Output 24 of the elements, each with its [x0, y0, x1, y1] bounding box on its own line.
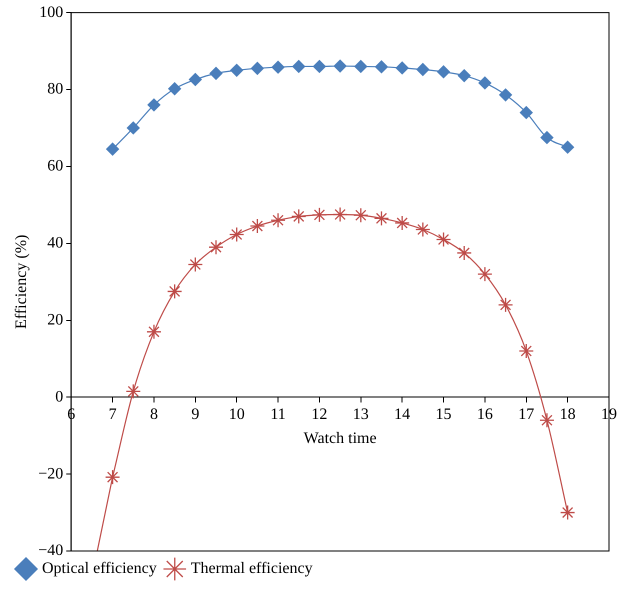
x-tick-label: 9 — [191, 406, 200, 423]
y-tick-label: −20 — [38, 465, 64, 482]
y-tick-label: −40 — [38, 542, 64, 560]
x-tick-label: 11 — [270, 406, 286, 423]
y-axis-title: Efficiency (%) — [12, 234, 30, 329]
x-tick-label: 17 — [518, 406, 534, 423]
x-tick-label: 13 — [352, 406, 369, 423]
y-tick-label: 20 — [47, 311, 64, 328]
x-axis-title: Watch time — [304, 430, 377, 448]
legend-label: Thermal efficiency — [190, 560, 313, 578]
legend-label: Optical efficiency — [42, 560, 157, 578]
y-tick-label: 40 — [47, 234, 64, 252]
x-tick-label: 15 — [436, 406, 452, 423]
y-tick-label: 60 — [47, 158, 64, 175]
y-tick-label: 80 — [47, 80, 64, 98]
y-tick-label: 100 — [39, 4, 64, 21]
x-tick-label: 16 — [476, 406, 493, 423]
x-tick-label: 18 — [560, 406, 576, 423]
x-tick-label: 14 — [394, 406, 410, 423]
x-tick-label: 12 — [311, 406, 328, 423]
x-tick-label: 8 — [150, 406, 158, 423]
x-tick-label: 10 — [228, 406, 245, 423]
y-tick-label: 0 — [55, 388, 64, 406]
x-tick-label: 7 — [108, 406, 117, 423]
